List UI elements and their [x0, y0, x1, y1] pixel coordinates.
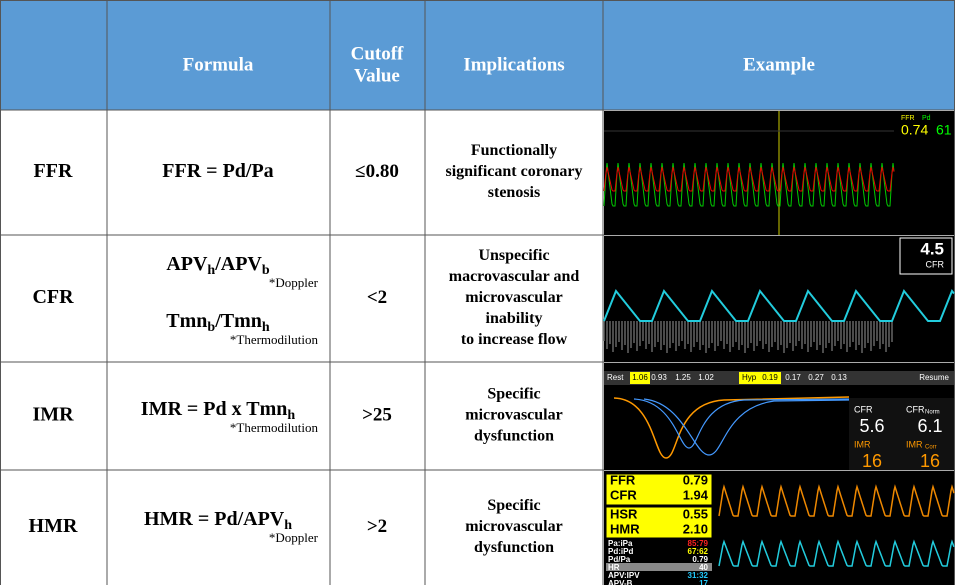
- formula: FFR = Pd/Pa: [162, 160, 273, 182]
- formula-note: *Doppler: [269, 275, 319, 290]
- row-name: CFR: [32, 286, 74, 308]
- monitor-label: IMR: [854, 439, 871, 449]
- formula-text: Tmn: [166, 310, 207, 332]
- implication-line: Specific: [487, 497, 540, 514]
- monitor-label: 17: [699, 579, 708, 585]
- implication-line: Functionally: [471, 142, 557, 159]
- implication-line: stenosis: [488, 184, 540, 201]
- formula-text: /APV: [214, 253, 262, 275]
- implication-line: macrovascular and: [449, 268, 580, 285]
- cutoff-value: >25: [362, 404, 392, 425]
- implication-line: microvascular: [465, 289, 562, 306]
- implication-line: dysfunction: [474, 428, 554, 445]
- monitor-label: 0.55: [683, 506, 708, 521]
- cutoff-value: ≤0.80: [355, 161, 399, 182]
- monitor-label: 1.02: [698, 373, 714, 382]
- table-page: Formula Cutoff Value Implications Exampl…: [0, 0, 955, 585]
- monitor-label: 0.19: [762, 373, 778, 382]
- formula-note: *Thermodilution: [230, 420, 319, 435]
- monitor-label: Resume: [919, 373, 949, 382]
- monitor-label: 1.06: [632, 373, 648, 382]
- monitor-label: 5.6: [859, 416, 884, 436]
- monitor-label: 0.93: [651, 373, 667, 382]
- row-name: FFR: [34, 160, 73, 182]
- monitor-label: 0.13: [831, 373, 847, 382]
- header-formula: Formula: [183, 54, 254, 75]
- formula-text: IMR = Pd x Tmn: [141, 398, 288, 420]
- monitor-label: CFR: [854, 404, 873, 414]
- monitor-label: 61: [936, 122, 952, 138]
- monitor-label: Rest: [607, 373, 624, 382]
- monitor-label: 4.5: [920, 239, 944, 258]
- monitor-label: 0.79: [683, 472, 708, 487]
- implication-line: microvascular: [465, 407, 562, 424]
- hr-bar: [606, 563, 712, 571]
- monitor-label: HSR: [610, 506, 638, 521]
- header-implications: Implications: [463, 54, 564, 75]
- formula-text: /Tmn: [214, 310, 262, 332]
- formula-text: HMR = Pd/APV: [144, 508, 285, 530]
- subscript: b: [207, 320, 215, 335]
- implication-line: inability: [486, 310, 543, 327]
- monitor-label: 1.94: [683, 487, 709, 502]
- monitor-label: 6.1: [917, 416, 942, 436]
- header-cutoff: Value: [354, 65, 400, 86]
- monitor-label: CFR: [926, 259, 945, 269]
- monitor-label: 2.10: [683, 521, 708, 536]
- formula-text: APV: [166, 253, 208, 275]
- monitor-label: 16: [862, 451, 882, 471]
- row-name: HMR: [29, 515, 78, 537]
- monitor-label: Hyp: [742, 373, 757, 382]
- implication-line: dysfunction: [474, 539, 554, 556]
- monitor-label: IMR: [906, 439, 923, 449]
- monitor-label: APV-B: [608, 579, 633, 585]
- monitor-label: 16: [920, 451, 940, 471]
- implication-line: significant coronary: [445, 163, 582, 180]
- monitor-label: FFR: [610, 472, 636, 487]
- monitor-label: CFR: [906, 404, 925, 414]
- monitor-label: CFR: [610, 487, 637, 502]
- monitor-label: HMR: [610, 521, 640, 536]
- header-cutoff: Cutoff: [351, 43, 404, 64]
- monitor-label: 1.25: [675, 373, 691, 382]
- implication-line: microvascular: [465, 518, 562, 535]
- header-example: Example: [743, 54, 815, 75]
- formula: APVh/APVb: [166, 253, 270, 279]
- row-name: IMR: [32, 404, 74, 426]
- monitor-label: 0.74: [901, 122, 928, 138]
- implication-line: Specific: [487, 386, 540, 403]
- formula-note: *Doppler: [269, 530, 319, 545]
- monitor-label: 0.17: [785, 373, 801, 382]
- monitor-label: Norm: [925, 410, 940, 416]
- monitor-label: 0.27: [808, 373, 824, 382]
- monitor-label: Corr: [925, 445, 937, 451]
- implication-line: to increase flow: [461, 331, 568, 348]
- cutoff-value: >2: [367, 516, 387, 537]
- formula-text: FFR = Pd/Pa: [162, 160, 273, 182]
- cutoff-value: <2: [367, 287, 387, 308]
- implication-line: Unspecific: [478, 247, 549, 264]
- subscript: h: [207, 263, 215, 278]
- formula-note: *Thermodilution: [230, 332, 319, 347]
